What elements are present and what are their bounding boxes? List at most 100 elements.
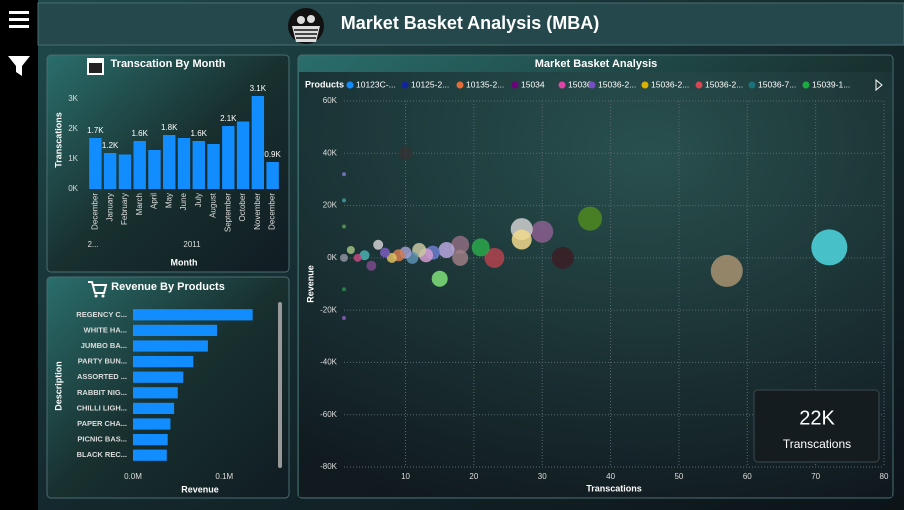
x-tick-label: 80: [880, 472, 889, 481]
filter-icon[interactable]: [8, 56, 30, 76]
x-tick-label: November: [253, 193, 262, 230]
bar: [89, 138, 102, 189]
bar: [103, 153, 117, 189]
y-tick-label: -60K: [320, 410, 338, 419]
x-tick-label: 40: [606, 472, 615, 481]
bar: [133, 402, 175, 415]
kpi-value: 22K: [799, 407, 835, 429]
x-axis-label: Revenue: [181, 484, 219, 494]
chart-title: Revenue By Products: [111, 281, 225, 293]
data-label: 1.2K: [102, 141, 119, 150]
data-label: 1.8K: [161, 123, 178, 132]
bubble: [342, 315, 346, 320]
y-axis-label: Transcations: [53, 112, 63, 168]
x-tick-label: 50: [674, 472, 683, 481]
bubble: [380, 247, 391, 258]
data-label: 1.6K: [131, 129, 148, 138]
y-tick-label: -40K: [320, 358, 338, 367]
bar: [222, 126, 235, 189]
bar: [236, 121, 250, 189]
bubble: [484, 247, 505, 268]
legend-label: 15036-2...: [705, 79, 743, 89]
legend-marker: [511, 81, 519, 89]
bar: [133, 340, 208, 352]
x-tick-label: 60: [743, 472, 752, 481]
y-tick-label: 40K: [323, 148, 338, 157]
kpi-card: [753, 389, 880, 463]
x-tick-label: February: [120, 193, 129, 225]
x-tick-label: 20: [469, 472, 478, 481]
legend-marker: [588, 81, 596, 89]
scrollbar[interactable]: [278, 302, 282, 468]
legend-marker: [346, 81, 354, 89]
legend-next[interactable]: [875, 78, 883, 92]
bar: [133, 141, 146, 189]
bubble: [551, 246, 574, 269]
bubble: [511, 229, 532, 250]
bar: [251, 96, 265, 189]
bubble: [342, 287, 346, 292]
legend-marker: [695, 81, 703, 89]
x-tick-label: 10: [401, 472, 410, 481]
bar: [133, 387, 178, 399]
bar: [148, 150, 161, 189]
x-tick-label: January: [105, 193, 114, 221]
y-tick-label: PARTY BUN...: [78, 357, 127, 366]
bubble: [531, 220, 554, 243]
y-tick-label: 2K: [68, 124, 78, 133]
x-tick-label: July: [194, 193, 203, 207]
x-tick-label: December: [90, 193, 99, 230]
y-tick-label: WHITE HA...: [84, 325, 127, 334]
x-tick-label: August: [209, 192, 218, 218]
bubble: [452, 249, 469, 266]
data-label: 0.9K: [264, 150, 281, 159]
kpi-label: Transcations: [783, 437, 851, 451]
bubble: [431, 270, 448, 287]
legend-label: 15036-2...: [651, 79, 689, 89]
y-tick-label: 3K: [68, 94, 78, 103]
basket-icon: [288, 8, 324, 44]
legend-label: 15036-2...: [598, 79, 636, 89]
year-label: 2...: [87, 240, 98, 249]
menu-icon[interactable]: [9, 11, 29, 28]
chart-title: Market Basket Analysis: [535, 58, 658, 70]
bar: [266, 162, 279, 189]
bubble: [398, 146, 413, 161]
bubble: [353, 253, 362, 262]
legend-title: Products: [305, 79, 344, 89]
y-tick-label: JUMBO BA...: [81, 341, 127, 350]
bar: [133, 371, 184, 383]
calendar-icon: [87, 58, 104, 75]
header-bar: [37, 2, 904, 46]
y-tick-label: BLACK REC...: [77, 450, 127, 459]
bar: [133, 449, 167, 461]
legend-label: 15034: [521, 79, 545, 89]
legend-marker: [641, 81, 649, 89]
x-tick-label: June: [179, 192, 188, 210]
bar: [133, 418, 171, 430]
bubble: [342, 172, 346, 177]
y-tick-label: 0K: [68, 184, 78, 193]
legend-label: 15036: [568, 79, 592, 89]
bar: [133, 309, 253, 321]
bubble: [710, 254, 743, 287]
bubble: [366, 260, 377, 271]
bar: [133, 355, 194, 368]
legend-label: 10123C-...: [356, 79, 396, 89]
bubble: [438, 242, 455, 259]
bubble: [359, 250, 370, 261]
bar: [163, 135, 176, 189]
bubble: [342, 224, 346, 229]
x-axis-label: Transcations: [586, 483, 642, 493]
data-label: 1.6K: [191, 129, 208, 138]
bubble: [342, 198, 346, 203]
bubble: [451, 235, 470, 254]
x-tick-label: 70: [811, 472, 820, 481]
data-label: 2.1K: [220, 114, 237, 123]
bubble: [811, 229, 848, 266]
y-tick-label: PAPER CHA...: [77, 419, 127, 428]
year-label: 2011: [183, 240, 201, 249]
data-label: 1.7K: [87, 126, 104, 135]
bubble: [340, 253, 348, 262]
